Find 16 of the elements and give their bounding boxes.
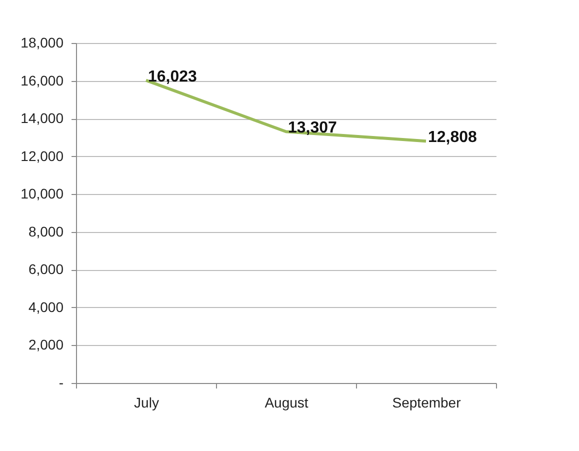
y-tick-label: 16,000 bbox=[20, 72, 64, 88]
y-tick-label: 4,000 bbox=[28, 298, 64, 315]
x-tick-label: September bbox=[392, 394, 462, 410]
y-tick-label: - bbox=[58, 374, 64, 390]
y-tick-label: 2,000 bbox=[28, 336, 64, 353]
data-label: 12,808 bbox=[428, 129, 478, 146]
y-tick-label: 12,000 bbox=[20, 148, 64, 164]
data-label: 13,307 bbox=[288, 120, 338, 137]
x-tick-label: August bbox=[264, 394, 308, 410]
data-label: 16,023 bbox=[148, 68, 198, 86]
y-tick-label: 6,000 bbox=[28, 261, 64, 278]
x-tick-label: July bbox=[134, 394, 159, 410]
y-tick-label: 18,000 bbox=[20, 34, 64, 50]
y-tick-label: 14,000 bbox=[20, 110, 64, 126]
y-tick-label: 8,000 bbox=[28, 223, 64, 240]
y-tick-label: 10,000 bbox=[20, 186, 64, 202]
